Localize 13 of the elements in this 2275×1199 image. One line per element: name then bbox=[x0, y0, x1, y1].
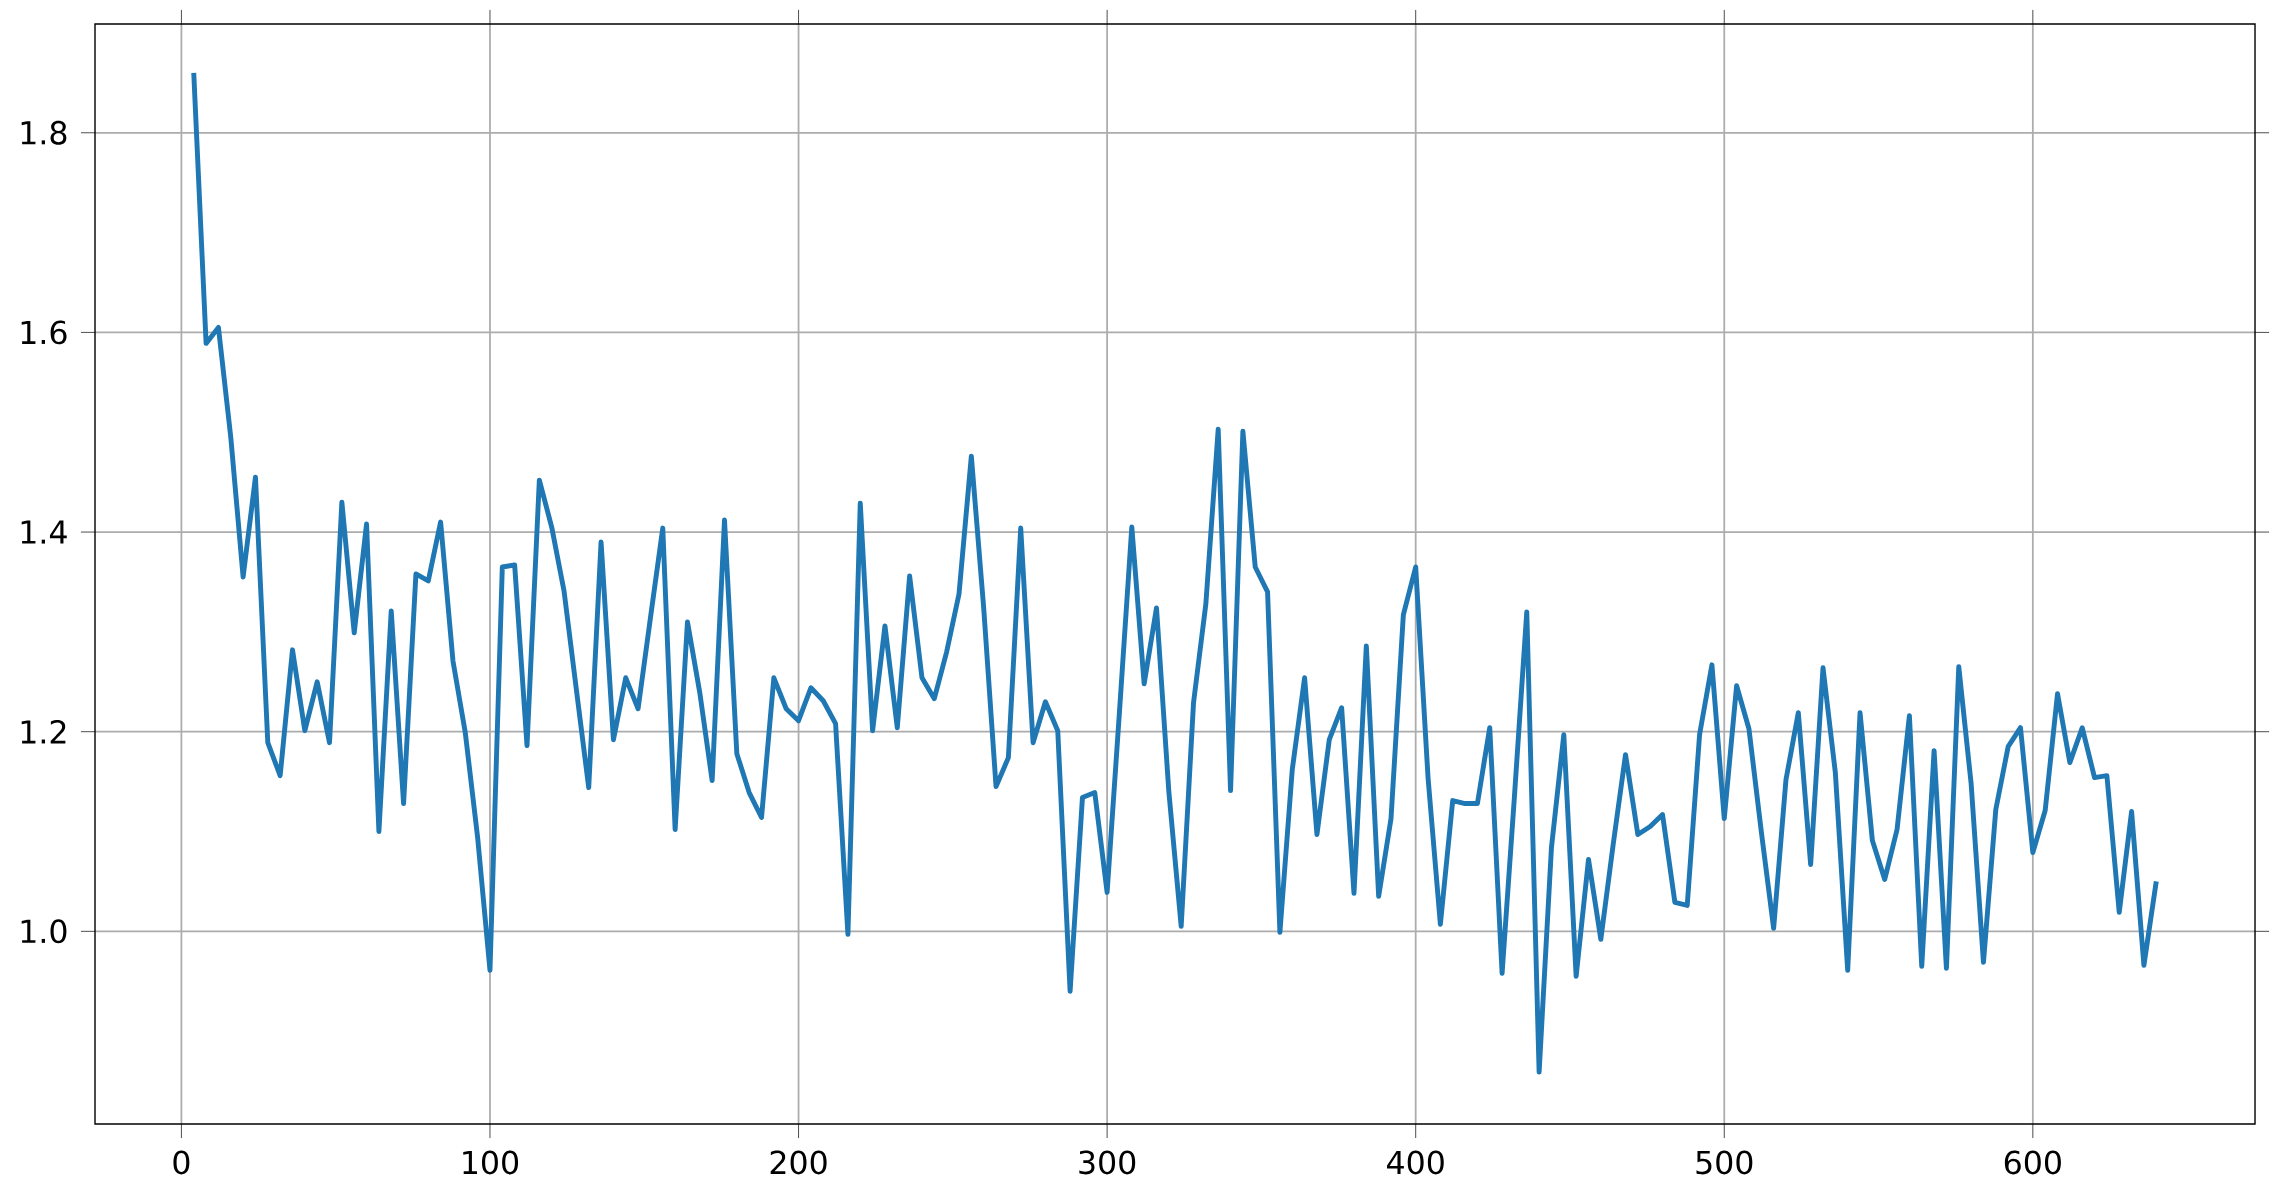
x-tick-label: 0 bbox=[173, 1150, 190, 1175]
y-tick-label: 1.2 bbox=[21, 719, 66, 744]
y-tick-label: 1.0 bbox=[21, 919, 67, 944]
y-tick-label: 1.8 bbox=[21, 120, 67, 145]
x-tick-label: 200 bbox=[770, 1150, 827, 1175]
x-tick-label: 600 bbox=[2004, 1150, 2061, 1175]
x-tick-label: 300 bbox=[1079, 1150, 1136, 1175]
line-series bbox=[191, 70, 2159, 1075]
x-tick-label: 500 bbox=[1696, 1150, 1753, 1175]
y-tick-label: 1.6 bbox=[21, 320, 67, 345]
x-tick-label: 400 bbox=[1387, 1150, 1444, 1175]
y-tick-label: 1.4 bbox=[21, 520, 67, 544]
x-tick-label: 100 bbox=[463, 1150, 519, 1175]
